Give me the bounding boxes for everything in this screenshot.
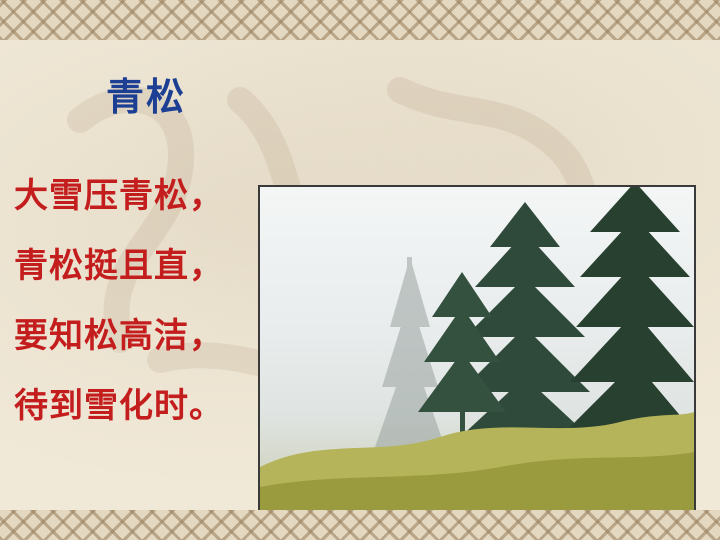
poem-line-4: 待到雪化时。	[14, 386, 224, 456]
poem-text: 大雪压青松， 青松挺且直， 要知松高洁， 待到雪化时。	[14, 176, 224, 456]
poem-line-1: 大雪压青松，	[14, 176, 224, 246]
slide-title: 青松	[106, 66, 186, 121]
decorative-border-bottom	[0, 510, 720, 540]
decorative-border-top	[0, 0, 720, 40]
pine-trees-photo	[258, 185, 696, 515]
poem-line-2: 青松挺且直，	[14, 246, 224, 316]
pine-trees-illustration	[260, 187, 694, 513]
poem-line-3: 要知松高洁，	[14, 316, 224, 386]
